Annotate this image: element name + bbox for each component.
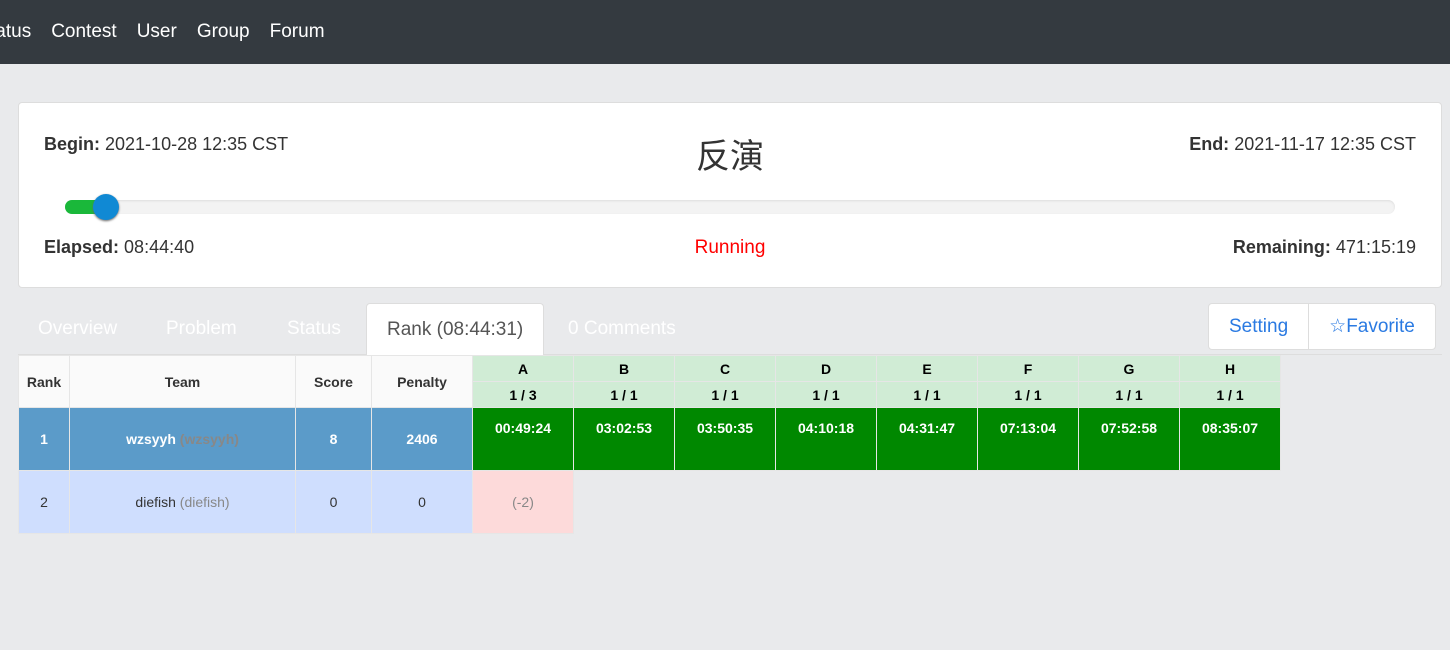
team-name[interactable]: wzsyyh xyxy=(126,431,176,447)
problem-ratio: 1 / 1 xyxy=(1078,381,1180,408)
problem-ratio: 1 / 1 xyxy=(775,381,877,408)
score-cell: 8 xyxy=(295,407,372,471)
begin-value: 2021-10-28 12:35 CST xyxy=(105,134,289,154)
table-row: 2 diefish (diefish) 0 0 (-2) xyxy=(18,470,1281,534)
team-username: (diefish) xyxy=(179,494,230,510)
problem-header-c[interactable]: C xyxy=(674,355,776,382)
header-team[interactable]: Team xyxy=(69,355,296,408)
rank-table: Rank Team Score Penalty A B C D E F G H … xyxy=(18,355,1281,534)
contest-info-card: Begin: 2021-10-28 12:35 CST 反演 End: 2021… xyxy=(18,102,1442,288)
problem-header-g[interactable]: G xyxy=(1078,355,1180,382)
problem-ratio: 1 / 1 xyxy=(876,381,978,408)
progress-slider[interactable] xyxy=(65,194,1395,220)
empty-cell xyxy=(977,470,1079,534)
begin-time: Begin: 2021-10-28 12:35 CST xyxy=(44,134,288,155)
accepted-cell: 03:02:53 xyxy=(573,407,675,471)
table-row: 1 wzsyyh (wzsyyh) 8 2406 00:49:24 03:02:… xyxy=(18,407,1281,471)
accepted-cell: 04:10:18 xyxy=(775,407,877,471)
problem-ratio: 1 / 1 xyxy=(977,381,1079,408)
problem-header-h[interactable]: H xyxy=(1179,355,1281,382)
accepted-cell: 08:35:07 xyxy=(1179,407,1281,471)
rank-cell: 2 xyxy=(18,470,70,534)
elapsed-label: Elapsed: xyxy=(44,237,120,257)
remaining-time: Remaining: 471:15:19 xyxy=(1233,237,1416,258)
tab-problem[interactable]: Problem xyxy=(166,318,237,339)
remaining-label: Remaining: xyxy=(1232,237,1331,257)
problem-header-d[interactable]: D xyxy=(775,355,877,382)
team-name[interactable]: diefish xyxy=(135,494,176,510)
begin-label: Begin: xyxy=(44,134,100,154)
problem-header-b[interactable]: B xyxy=(573,355,675,382)
contest-status: Running xyxy=(694,237,766,258)
problem-header-f[interactable]: F xyxy=(977,355,1079,382)
end-value: 2021-11-17 12:35 CST xyxy=(1234,134,1416,154)
nav-status[interactable]: tatus xyxy=(0,21,32,42)
accepted-cell: 00:49:24 xyxy=(472,407,574,471)
wrong-attempt-cell: (-2) xyxy=(472,470,574,534)
tab-status[interactable]: Status xyxy=(287,318,341,339)
problem-ratio: 1 / 1 xyxy=(674,381,776,408)
problem-ratio: 1 / 3 xyxy=(472,381,574,408)
tab-overview[interactable]: Overview xyxy=(38,318,118,339)
empty-cell xyxy=(1179,470,1281,534)
problem-ratio: 1 / 1 xyxy=(573,381,675,408)
team-username: (wzsyyh) xyxy=(179,431,239,447)
problem-header-a[interactable]: A xyxy=(472,355,574,382)
end-label: End: xyxy=(1189,134,1230,154)
remaining-value: 471:15:19 xyxy=(1335,237,1416,257)
nav-user[interactable]: User xyxy=(136,21,177,42)
top-navbar: tatus Contest User Group Forum xyxy=(0,0,1450,64)
nav-contest[interactable]: Contest xyxy=(51,21,117,42)
empty-cell xyxy=(876,470,978,534)
problem-ratio: 1 / 1 xyxy=(1179,381,1281,408)
rank-cell: 1 xyxy=(18,407,70,471)
accepted-cell: 07:13:04 xyxy=(977,407,1079,471)
score-cell: 0 xyxy=(295,470,372,534)
header-rank[interactable]: Rank xyxy=(18,355,70,408)
elapsed-time: Elapsed: 08:44:40 xyxy=(44,237,194,258)
elapsed-value: 08:44:40 xyxy=(124,237,195,257)
header-score[interactable]: Score xyxy=(295,355,372,408)
accepted-cell: 03:50:35 xyxy=(674,407,776,471)
accepted-cell: 07:52:58 xyxy=(1078,407,1180,471)
accepted-cell: 04:31:47 xyxy=(876,407,978,471)
contest-title: 反演 xyxy=(696,137,764,177)
problem-header-e[interactable]: E xyxy=(876,355,978,382)
empty-cell xyxy=(1078,470,1180,534)
setting-button[interactable]: Setting xyxy=(1229,316,1289,337)
team-cell: wzsyyh (wzsyyh) xyxy=(69,407,296,471)
contest-tabs: Overview Problem Status Rank (08:44:31) … xyxy=(18,303,1442,355)
tab-rank[interactable]: Rank (08:44:31) xyxy=(366,303,545,355)
empty-cell xyxy=(775,470,877,534)
penalty-cell: 0 xyxy=(371,470,473,534)
nav-forum[interactable]: Forum xyxy=(269,21,325,42)
tab-comments[interactable]: 0 Comments xyxy=(568,318,676,339)
favorite-button[interactable]: ☆Favorite xyxy=(1308,304,1435,349)
team-cell: diefish (diefish) xyxy=(69,470,296,534)
penalty-cell: 2406 xyxy=(371,407,473,471)
header-penalty[interactable]: Penalty xyxy=(371,355,473,408)
nav-group[interactable]: Group xyxy=(196,21,250,42)
slider-handle[interactable] xyxy=(92,194,119,220)
empty-cell xyxy=(573,470,675,534)
empty-cell xyxy=(674,470,776,534)
action-buttons: Setting ☆Favorite xyxy=(1208,303,1436,350)
end-time: End: 2021-11-17 12:35 CST xyxy=(1189,134,1416,155)
